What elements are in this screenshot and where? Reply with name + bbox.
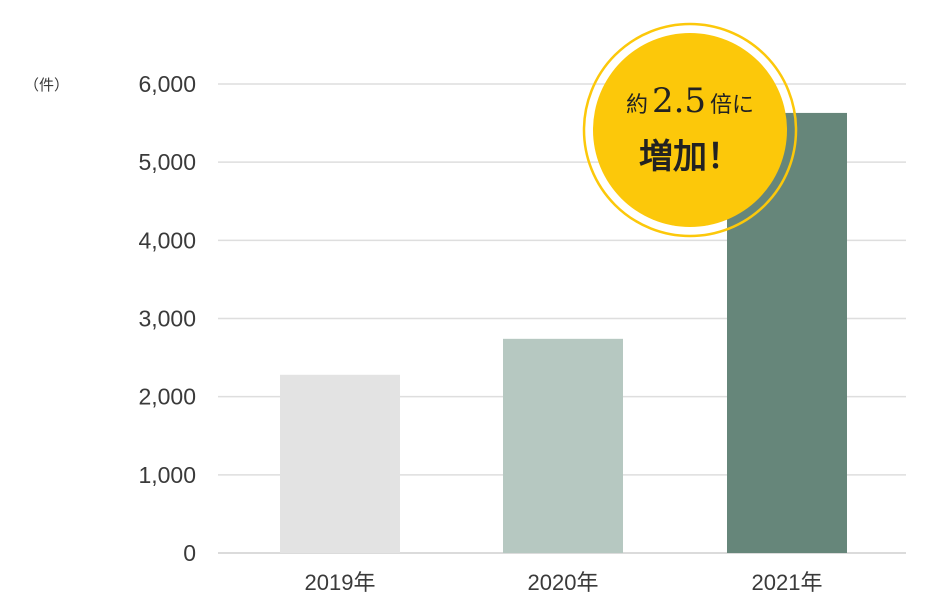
badge-line-1: 約 2.5 倍に — [626, 81, 754, 121]
y-axis-ticks: 0 1,000 2,000 3,000 4,000 5,000 6,000 — [138, 71, 196, 566]
y-tick-label: 0 — [183, 540, 196, 566]
bar-1 — [280, 374, 400, 553]
badge-circle — [593, 33, 787, 227]
badge-number: 2.5 — [652, 81, 706, 121]
badge-line-2: 増加！ — [639, 137, 741, 177]
y-tick-label: 6,000 — [138, 71, 196, 97]
badge-prefix: 約 — [626, 93, 648, 118]
increase-badge: 約 2.5 倍に 増加！ — [582, 22, 798, 238]
y-axis-unit-label: （件） — [24, 76, 69, 94]
x-axis-ticks: 2019年 2020年 2021年 — [305, 570, 823, 595]
x-tick-label: 2021年 — [752, 570, 823, 595]
badge-outer-ring — [582, 22, 798, 238]
y-tick-label: 5,000 — [138, 149, 196, 175]
x-tick-label: 2020年 — [528, 570, 599, 595]
y-tick-label: 3,000 — [138, 306, 196, 332]
y-tick-label: 4,000 — [138, 227, 196, 253]
x-tick-label: 2019年 — [305, 570, 376, 595]
badge-suffix: 倍に — [710, 93, 754, 118]
y-tick-label: 2,000 — [138, 384, 196, 410]
bar-2 — [503, 338, 623, 553]
y-tick-label: 1,000 — [138, 462, 196, 488]
